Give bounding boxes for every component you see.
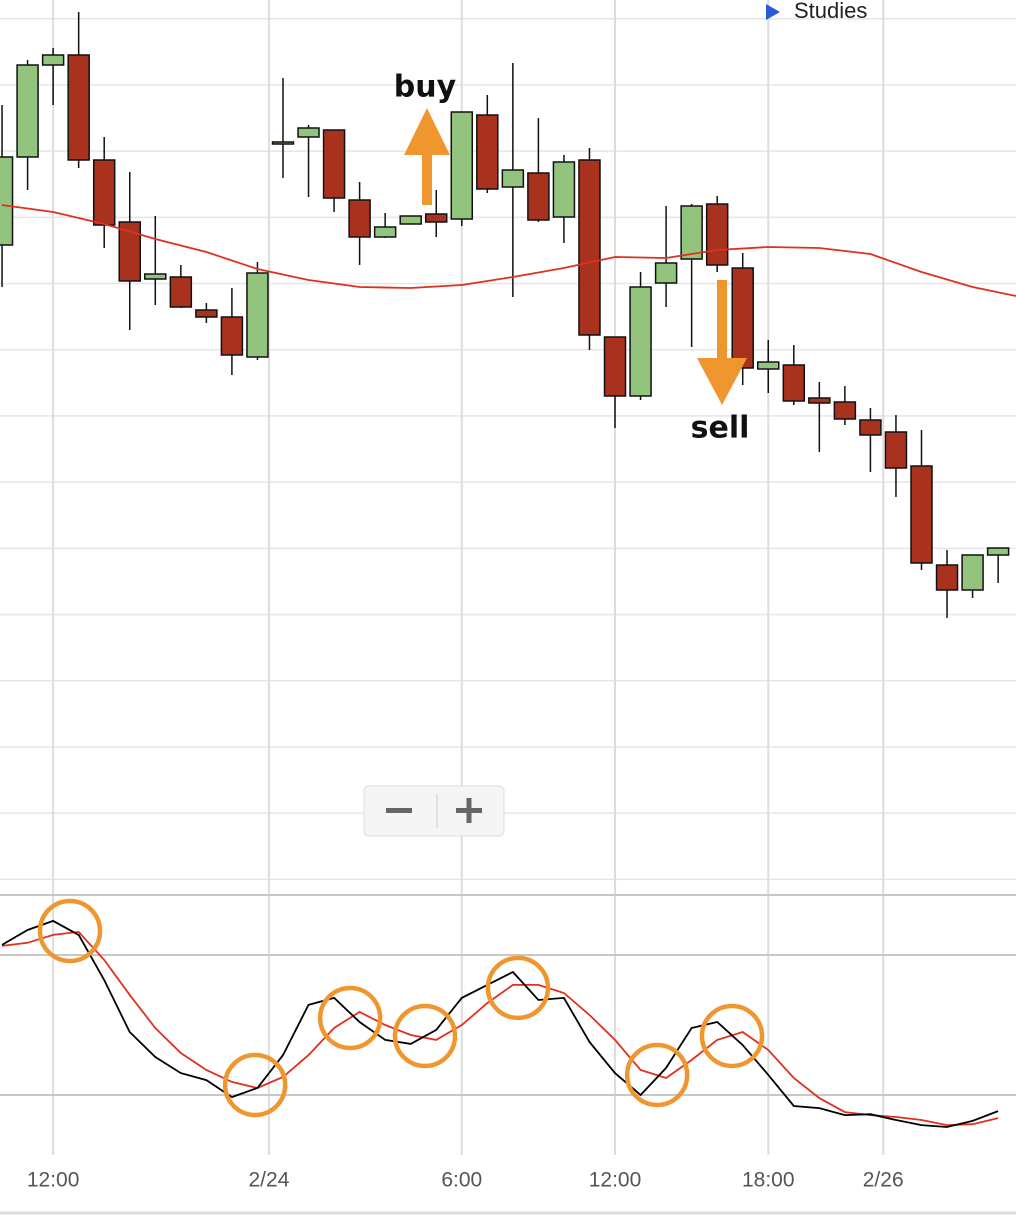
candle-body — [144, 273, 167, 280]
candle-body — [935, 564, 959, 591]
zoom-box — [363, 785, 505, 837]
x-tick-label: 18:00 — [742, 1169, 795, 1192]
candle-body — [986, 547, 1010, 556]
moving-average — [1, 204, 1016, 297]
oscillator-line — [1, 930, 999, 1127]
crossover-circle — [222, 1052, 288, 1118]
studies-button[interactable]: Studies — [794, 0, 867, 23]
zoom-in[interactable] — [466, 798, 472, 823]
candle-body — [220, 316, 244, 356]
crossover-circle — [317, 985, 383, 1051]
candle-body — [271, 141, 295, 145]
candle-body — [961, 554, 984, 591]
buy-label: buy — [394, 70, 457, 105]
candle-body — [884, 431, 908, 469]
candle-body — [603, 336, 627, 397]
candle-body — [169, 276, 193, 308]
candle-body — [348, 199, 371, 238]
candle-body — [731, 267, 754, 369]
studies-icon[interactable] — [766, 4, 780, 20]
candle-body — [552, 161, 576, 218]
zoom-out[interactable] — [386, 808, 412, 813]
zoom-control — [363, 785, 505, 837]
crossover-circle — [699, 1003, 765, 1069]
candle-body — [808, 397, 831, 404]
candle-body — [654, 262, 678, 284]
buy-arrow — [404, 108, 450, 205]
candle-body — [578, 159, 601, 336]
candle-body — [450, 111, 474, 220]
candle-body — [246, 272, 269, 358]
candle-body — [0, 156, 14, 246]
candle-body — [527, 172, 550, 221]
x-tick-label: 2/26 — [863, 1169, 904, 1192]
candle-body — [501, 169, 525, 188]
oscillator-line — [1, 919, 999, 1128]
crossover-circle — [37, 898, 103, 964]
candle-body — [782, 364, 806, 402]
candle-body — [424, 213, 448, 223]
crossover-circle — [624, 1042, 690, 1108]
candle-body — [833, 401, 857, 420]
sell-label: sell — [691, 411, 750, 446]
x-tick-label: 12:00 — [589, 1169, 642, 1192]
crossover-circle — [392, 1003, 458, 1069]
candle-body — [16, 64, 39, 158]
x-tick-label: 12:00 — [27, 1169, 80, 1192]
candle-body — [118, 221, 141, 282]
candle-body — [92, 159, 116, 226]
candle-body — [399, 215, 422, 225]
crossover-circle — [485, 955, 551, 1021]
candle-body — [757, 361, 780, 370]
candle-body — [67, 54, 90, 161]
x-tick-label: 6:00 — [441, 1169, 482, 1192]
sell-arrow — [697, 280, 747, 405]
candle-body — [705, 203, 729, 266]
candle-body — [41, 54, 65, 66]
candle-body — [680, 205, 703, 260]
candle-body — [910, 465, 933, 564]
grid — [0, 0, 1016, 890]
candle-body — [373, 226, 397, 238]
candle-body — [195, 309, 218, 318]
candle-body — [297, 127, 320, 138]
candle-body — [859, 419, 882, 436]
candle-body — [476, 114, 499, 190]
candle-body — [629, 286, 652, 397]
candle-body — [322, 129, 346, 199]
x-tick-label: 2/24 — [249, 1169, 290, 1192]
